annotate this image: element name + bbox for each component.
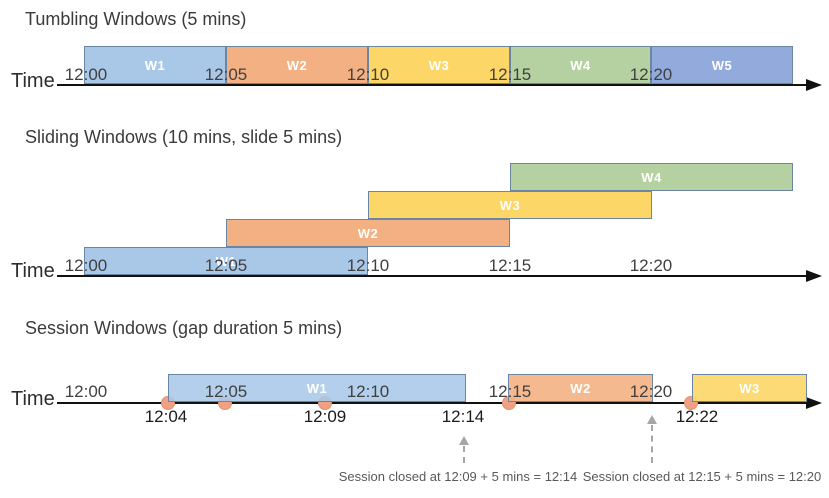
tumbling-time-axis-label: Time bbox=[11, 70, 55, 92]
sliding-window-w3: W3 bbox=[368, 191, 652, 219]
up-arrow-icon bbox=[647, 415, 657, 424]
window-label: W5 bbox=[711, 57, 733, 73]
tick-label: 12:15 bbox=[488, 65, 532, 84]
tick-label: 12:15 bbox=[488, 382, 532, 401]
window-label: W4 bbox=[570, 57, 591, 73]
session-window-w3: W3 bbox=[692, 374, 807, 402]
window-label: W3 bbox=[428, 57, 450, 73]
tick-label: 12:05 bbox=[204, 382, 248, 401]
window-label: W2 bbox=[286, 57, 308, 73]
tick-label: 12:00 bbox=[64, 256, 108, 275]
dashed-arrow-line bbox=[651, 425, 653, 463]
sliding-timeline-arrowhead-icon bbox=[806, 270, 822, 282]
window-label: W2 bbox=[570, 380, 591, 396]
session-section-title: Session Windows (gap duration 5 mins) bbox=[25, 318, 343, 338]
session-closed-note-2: Session closed at 12:15 + 5 mins = 12:20 bbox=[582, 469, 822, 484]
window-label: W3 bbox=[499, 197, 521, 213]
event-time-label: 12:09 bbox=[303, 407, 347, 426]
tumbling-window-w5: W5 bbox=[651, 46, 793, 84]
dashed-arrow-line bbox=[463, 446, 465, 463]
window-label: W1 bbox=[144, 57, 166, 73]
tumbling-timeline-arrowhead-icon bbox=[806, 79, 822, 91]
event-time-label: 12:22 bbox=[675, 407, 719, 426]
window-label: W1 bbox=[306, 380, 328, 396]
tick-label: 12:10 bbox=[346, 65, 390, 84]
tick-label: 12:20 bbox=[629, 65, 673, 84]
tumbling-window-w4: W4 bbox=[510, 46, 651, 84]
tick-label: 12:20 bbox=[629, 382, 673, 401]
tick-label: 12:05 bbox=[204, 65, 248, 84]
event-time-label: 12:04 bbox=[144, 407, 188, 426]
session-timeline bbox=[57, 402, 807, 404]
session-window-w1: W1 bbox=[168, 374, 466, 402]
session-time-axis-label: Time bbox=[11, 388, 55, 410]
window-label: W2 bbox=[357, 225, 379, 241]
session-window-w2: W2 bbox=[508, 374, 653, 402]
sliding-window-w4: W4 bbox=[510, 163, 793, 191]
sliding-time-axis-label: Time bbox=[11, 260, 55, 282]
tick-label: 12:15 bbox=[488, 256, 532, 275]
tick-label: 12:10 bbox=[346, 382, 390, 401]
sliding-section-title: Sliding Windows (10 mins, slide 5 mins) bbox=[25, 127, 343, 147]
tumbling-window-w1: W1 bbox=[84, 46, 226, 84]
tick-label: 12:20 bbox=[629, 256, 673, 275]
sliding-window-w2: W2 bbox=[226, 219, 510, 247]
tick-label: 12:00 bbox=[64, 65, 108, 84]
session-closed-note-1: Session closed at 12:09 + 5 mins = 12:14 bbox=[338, 469, 578, 484]
sliding-timeline bbox=[57, 275, 807, 277]
tick-label: 12:05 bbox=[204, 256, 248, 275]
tumbling-window-w3: W3 bbox=[368, 46, 510, 84]
sliding-window-w1: W1 bbox=[84, 247, 368, 275]
tumbling-window-w2: W2 bbox=[226, 46, 368, 84]
session-timeline-arrowhead-icon bbox=[806, 397, 822, 409]
event-time-label: 12:14 bbox=[441, 407, 485, 426]
tumbling-timeline bbox=[57, 84, 807, 86]
tick-label: 12:00 bbox=[64, 382, 108, 401]
window-label: W1 bbox=[215, 253, 237, 269]
up-arrow-icon bbox=[459, 436, 469, 445]
tumbling-section-title: Tumbling Windows (5 mins) bbox=[25, 9, 247, 29]
window-label: W4 bbox=[641, 169, 662, 185]
tick-label: 12:10 bbox=[346, 256, 390, 275]
window-label: W3 bbox=[739, 380, 760, 396]
